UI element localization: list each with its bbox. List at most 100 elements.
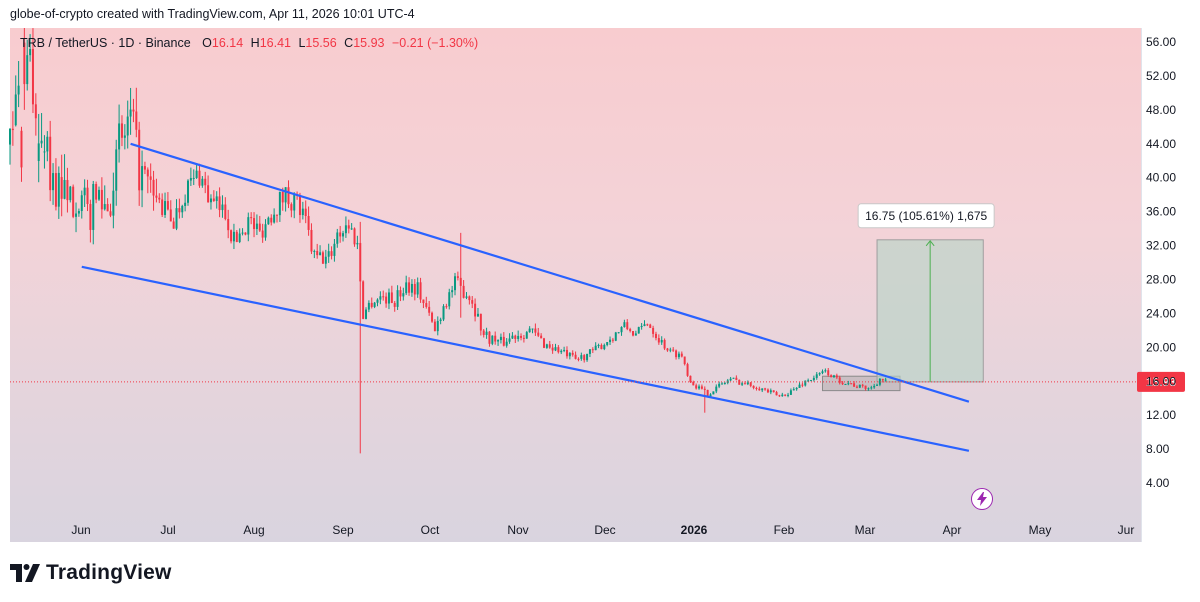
candle-body [810,380,813,382]
candle-body [410,283,413,293]
candle-body [787,394,790,396]
candle-body [723,382,726,384]
candle-body [769,390,772,393]
candle-body [456,276,459,278]
y-tick-label: 52.00 [1146,69,1176,83]
candle-body [525,332,528,339]
change-value: −0.21 (−1.30%) [391,36,479,50]
candle-body [761,388,764,391]
candle-body [100,189,103,210]
candle-body [522,337,525,339]
candle-body [109,211,112,216]
candle-body [502,336,505,346]
candle-body [620,327,623,333]
candle-body [77,211,80,214]
candle-body [586,353,589,361]
candle-body [278,191,281,216]
open-label: O [202,36,212,50]
candle-body [178,208,181,213]
candle-body [537,332,540,336]
x-tick-label: Sep [332,523,354,537]
candle-body [884,379,887,381]
candle-body [792,389,795,391]
x-tick-label: Mar [855,523,876,537]
candle-body [244,232,247,235]
candle-body [63,180,66,199]
candle-body [49,136,52,191]
x-tick-label: Nov [507,523,528,537]
high-value: 16.41 [259,36,291,50]
brand-name: TradingView [46,561,172,584]
candle-body [181,205,184,213]
candle-body [505,341,508,346]
candle-body [164,201,167,215]
candle-body [175,208,178,229]
candle-body [758,388,761,391]
candle-body [342,233,345,237]
candle-body [327,251,330,257]
candle-body [313,250,316,252]
candle-body [878,378,881,385]
candle-body [853,383,856,387]
y-tick-label: 56.00 [1146,35,1176,49]
x-tick-label: Dec [594,523,615,537]
candle-body [187,180,190,203]
candle-body [413,283,416,295]
candle-body [399,290,402,297]
candle-body [52,173,55,191]
candle-body [755,387,758,389]
candle-body [545,344,548,348]
candle-body [69,186,72,201]
candle-body [373,302,376,307]
candle-body [267,217,270,225]
candle-body [298,195,301,216]
candle-body [540,335,543,339]
lightning-icon[interactable] [971,488,993,510]
candle-body [795,387,798,390]
candle-body [766,389,769,393]
candle-body [387,292,390,304]
symbol-legend[interactable]: TRB / TetherUS · 1D · Binance O16.14 H16… [20,36,478,50]
candle-body [614,332,617,341]
candle-body [732,377,735,379]
candle-body [830,375,833,378]
candle-body [568,352,571,357]
candle-body [215,196,218,201]
candle-body [198,170,201,186]
candle-body [385,296,388,304]
candle-body [143,166,146,170]
y-axis-layer: 56.00 52.00 48.00 44.00 40.00 36.00 32.00 28.00… [1146,35,1176,490]
price-axis[interactable] [1141,28,1200,542]
candle-body [431,312,434,322]
candle-body [479,313,482,331]
candle-body [304,208,307,217]
candle-body [520,335,523,338]
candle-body [34,104,37,119]
candle-body [577,358,580,360]
open-value: 16.14 [211,36,244,50]
candle-body [227,219,230,231]
candle-body [557,347,560,353]
tradingview-footer[interactable]: TradingView [10,560,172,586]
measure-arrow-head [925,240,935,247]
candle-body [301,208,304,216]
candle-body [166,201,169,210]
candle-body [408,282,411,293]
candle-body [781,394,784,397]
candle-body [276,214,279,216]
symbol-name[interactable]: TRB / TetherUS · 1D · Binance [20,36,191,50]
candle-body [442,306,445,320]
candle-body [118,123,121,150]
candle-body [247,217,250,235]
candle-body [735,377,738,380]
candle-body [344,225,347,234]
candle-body [149,176,152,180]
candle-body [258,223,261,231]
candle-body [468,296,471,301]
candle-body [462,285,465,298]
candle-body [273,214,276,223]
candle-body [563,349,566,351]
candle-body [617,332,620,334]
candle-body [287,187,290,205]
chart-caption: globe-of-crypto created with TradingView… [10,7,415,21]
